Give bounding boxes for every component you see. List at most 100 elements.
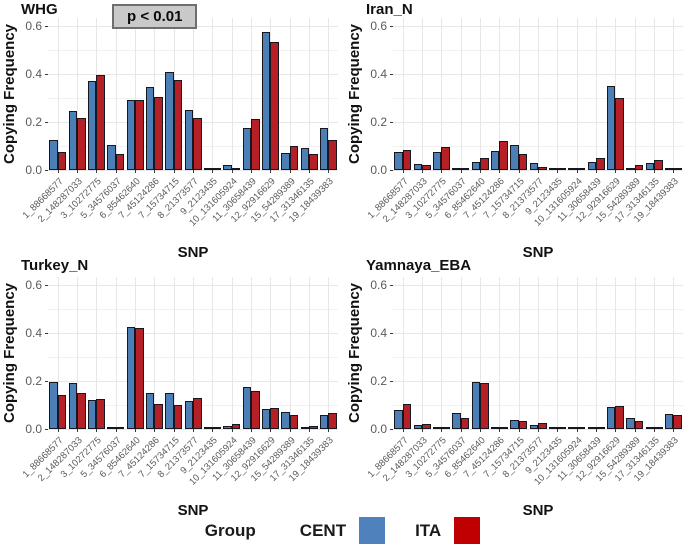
plot-area (48, 18, 338, 171)
bar-cent-15_54289389 (281, 412, 290, 429)
y-tick-label: 0.6 (370, 19, 387, 33)
bar-ita-15_54289389 (289, 415, 299, 429)
bar-ita-10_131605924 (576, 427, 586, 429)
bar-ita-7_45124286 (499, 141, 508, 170)
bar-ita-17_31346135 (309, 426, 318, 429)
panel-turkey-n: Turkey_N Copying Frequency SNP 0.0 0.2 0.4… (0, 255, 342, 520)
bar-cent-9_2123435 (548, 168, 558, 170)
bar-ita-9_2123435 (557, 427, 566, 429)
y-tick-label: 0.4 (25, 67, 42, 81)
bar-ita-7_45124286 (154, 404, 163, 429)
bar-cent-1_88668577 (394, 152, 403, 170)
bar-cent-2_148287033 (413, 425, 422, 429)
bar-cent-1_88668577 (49, 140, 58, 170)
bar-cent-1_88668577 (49, 382, 58, 429)
bar-cent-5_34576037 (107, 427, 116, 429)
y-tick-label: 0.6 (25, 278, 42, 292)
bar-cent-19_18439383 (319, 415, 329, 429)
bar-ita-2_148287033 (422, 165, 431, 170)
bar-cent-5_34576037 (107, 145, 116, 170)
bar-cent-7_45124286 (145, 87, 155, 170)
bar-cent-7_45124286 (490, 151, 500, 170)
bar-ita-3_10272775 (441, 427, 450, 429)
bar-cent-9_2123435 (203, 168, 213, 170)
bar-ita-7_15734715 (518, 421, 528, 429)
bar-cent-10_131605924 (223, 165, 232, 170)
y-tick-label: 0.0 (25, 163, 42, 177)
bar-ita-11_30658439 (251, 391, 260, 429)
bar-cent-7_15734715 (510, 145, 519, 170)
x-axis-title: SNP (522, 502, 554, 519)
bar-ita-5_34576037 (115, 154, 125, 170)
bar-ita-8_21373577 (193, 118, 202, 170)
bar-ita-8_21373577 (193, 398, 202, 429)
legend-label-ita: ITA (415, 520, 442, 540)
bar-cent-8_21373577 (529, 425, 538, 429)
bar-ita-8_21373577 (538, 423, 547, 429)
bar-cent-17_31346135 (300, 427, 309, 429)
plot-area (393, 18, 683, 171)
bar-cent-3_10272775 (432, 152, 442, 170)
bar-cent-15_54289389 (626, 418, 635, 429)
bar-cent-12_92916629 (606, 86, 616, 170)
bar-ita-6_85462640 (480, 383, 489, 429)
x-axis-title: SNP (177, 502, 209, 519)
bar-ita-17_31346135 (654, 160, 663, 170)
y-tick-label: 0.4 (25, 326, 42, 340)
bar-ita-9_2123435 (557, 168, 566, 170)
y-tick-label: 0.2 (370, 115, 387, 129)
bar-cent-5_34576037 (452, 413, 461, 429)
bar-cent-6_85462640 (126, 100, 135, 170)
bar-cent-12_92916629 (261, 32, 271, 170)
bar-ita-2_148287033 (77, 393, 86, 429)
panel-title: WHG (21, 1, 58, 18)
plot-area (393, 277, 683, 430)
bar-ita-10_131605924 (231, 168, 241, 170)
bar-ita-9_2123435 (212, 168, 221, 170)
bar-ita-7_45124286 (499, 427, 508, 429)
bar-cent-8_21373577 (184, 110, 193, 170)
bar-cent-11_30658439 (587, 427, 596, 429)
bar-ita-7_45124286 (154, 97, 163, 170)
bar-cent-6_85462640 (471, 382, 480, 429)
panel-yamnaya-eba: Yamnaya_EBA Copying Frequency SNP 0.0 0.2… (345, 255, 685, 520)
bar-cent-9_2123435 (548, 427, 558, 429)
bar-cent-7_45124286 (145, 393, 155, 429)
bar-cent-8_21373577 (529, 163, 538, 170)
bar-ita-19_18439383 (673, 168, 682, 170)
bar-ita-15_54289389 (634, 165, 644, 170)
bar-ita-8_21373577 (538, 167, 547, 170)
bar-ita-2_148287033 (77, 118, 86, 170)
bar-cent-10_131605924 (223, 426, 232, 429)
bar-ita-6_85462640 (480, 158, 489, 170)
bar-ita-12_92916629 (270, 42, 279, 170)
bar-cent-12_92916629 (606, 407, 616, 429)
bar-ita-11_30658439 (251, 119, 260, 170)
legend: Group CENT ITA (0, 517, 685, 544)
panel-iran-n: Iran_N Copying Frequency SNP 0.0 0.2 0.4 0.… (345, 0, 685, 262)
bar-ita-6_85462640 (135, 100, 144, 170)
bar-cent-11_30658439 (587, 162, 596, 170)
y-tick-label: 0.2 (370, 374, 387, 388)
bar-ita-17_31346135 (309, 154, 318, 170)
y-axis-title-wrap: Copying Frequency (1, 8, 19, 180)
panel-title: Turkey_N (21, 257, 89, 274)
panel-whg: WHG Copying Frequency p < 0.01 SNP 0.0 0.… (0, 0, 342, 262)
bar-ita-12_92916629 (270, 408, 279, 429)
bar-cent-17_31346135 (645, 163, 654, 170)
legend-swatch-ita (454, 517, 481, 544)
bar-cent-10_131605924 (568, 427, 577, 429)
bar-ita-1_88668577 (402, 404, 412, 429)
bar-ita-15_54289389 (289, 146, 299, 170)
bar-ita-5_34576037 (460, 168, 470, 170)
bar-ita-10_131605924 (231, 424, 241, 429)
bar-ita-17_31346135 (654, 427, 663, 429)
y-axis-title: Copying Frequency (346, 282, 363, 424)
bar-cent-9_2123435 (203, 427, 213, 429)
bar-cent-19_18439383 (664, 168, 674, 170)
y-axis-title: Copying Frequency (1, 282, 18, 424)
y-tick-label: 0.2 (25, 374, 42, 388)
bar-ita-19_18439383 (328, 413, 337, 429)
bar-cent-17_31346135 (645, 427, 654, 429)
